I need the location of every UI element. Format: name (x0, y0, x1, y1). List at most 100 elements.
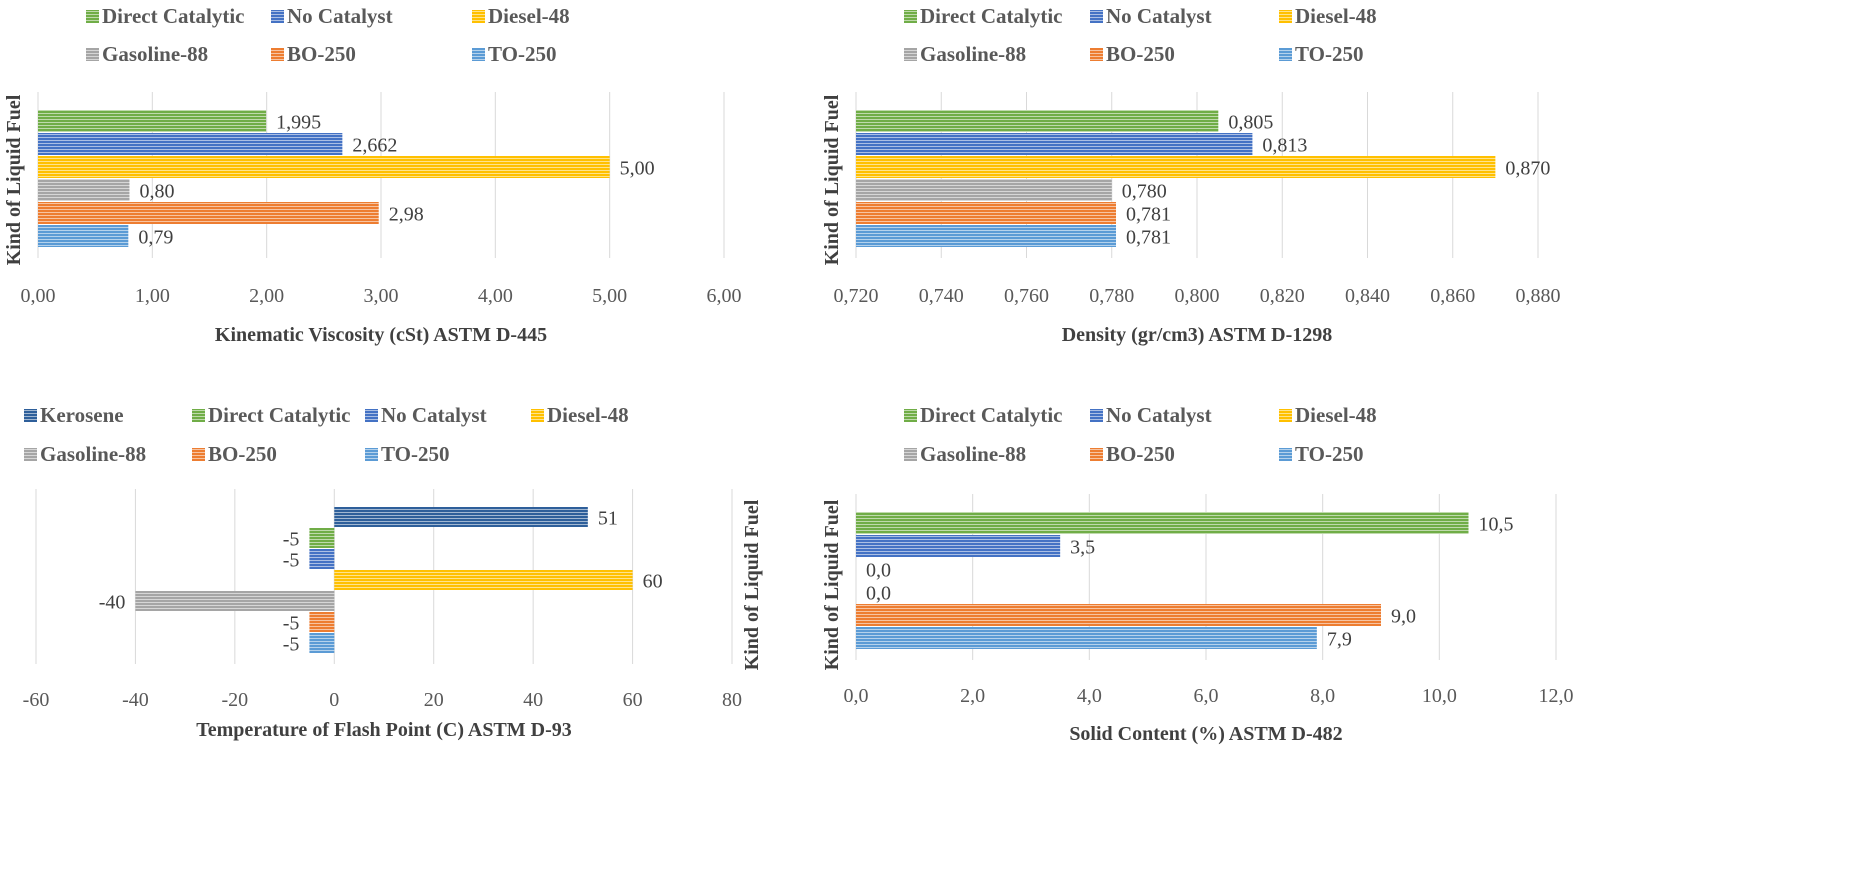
legend-item-bo-250: BO-250 (271, 42, 356, 66)
legend-label: BO-250 (1106, 442, 1175, 466)
legend-swatch (86, 48, 99, 61)
x-tick-label: 5,00 (592, 285, 627, 307)
legend-swatch (472, 48, 485, 61)
legend-label: TO-250 (1295, 442, 1363, 466)
y-axis-title: Kind of Liquid Fuel (741, 499, 763, 670)
legend-label: BO-250 (287, 42, 356, 66)
bar-diesel-48 (856, 156, 1496, 178)
legend-label: Gasoline-88 (102, 42, 208, 66)
legend-swatch (904, 48, 917, 61)
legend-swatch (1090, 448, 1103, 461)
bar-bo-250 (309, 612, 335, 632)
bar-diesel-48 (334, 570, 633, 590)
data-label-gasoline-88: 0,80 (139, 181, 174, 203)
bar-gasoline-88 (38, 179, 130, 201)
legend-label: Diesel-48 (1295, 4, 1377, 28)
data-label-diesel-48: 0,870 (1505, 158, 1550, 180)
x-axis-title: Solid Content (%) ASTM D-482 (1069, 723, 1342, 745)
panel-solid-content: 0,0 2,0 4,0 6,0 8,0 10,0 12,010,53,50,00,09,07… (821, 403, 1574, 745)
legend-label: TO-250 (488, 42, 556, 66)
x-tick-label: 80 (722, 689, 742, 711)
data-label-diesel-48: 60 (643, 571, 663, 593)
x-tick-label: 60 (623, 689, 643, 711)
bar-to-250 (38, 225, 129, 247)
x-tick-label: 0 (329, 689, 339, 711)
data-label-to-250: 0,79 (138, 227, 173, 249)
data-label-diesel-48: 0,0 (866, 560, 891, 582)
x-tick-label: 20 (424, 689, 444, 711)
x-tick-label: 0,760 (1004, 285, 1049, 307)
legend-item-to-250: TO-250 (1279, 42, 1363, 66)
x-tick-label: 0,780 (1089, 285, 1134, 307)
x-tick-label: 0,00 (21, 285, 56, 307)
legend-item-kerosene: Kerosene (24, 403, 124, 427)
bar-bo-250 (856, 202, 1117, 224)
legend-label: Gasoline-88 (920, 42, 1026, 66)
data-label-no-catalyst: 2,662 (352, 135, 397, 157)
y-axis-title: Kind of Liquid Fuel (821, 499, 843, 670)
bar-direct-catalytic (38, 110, 267, 132)
legend-swatch (271, 10, 284, 23)
x-tick-label: 1,00 (135, 285, 170, 307)
legend-label: Direct Catalytic (102, 4, 244, 28)
data-label-kerosene: 51 (598, 508, 618, 530)
data-label-bo-250: 0,781 (1126, 204, 1171, 226)
legend-swatch (24, 409, 37, 422)
x-tick-label: 2,00 (249, 285, 284, 307)
legend-swatch (1279, 448, 1292, 461)
x-tick-label: 40 (523, 689, 543, 711)
data-label-direct-catalytic: -5 (283, 529, 300, 551)
panel-flash-point: -60 -40 -20 0 20 40 60 8051-5-560-40-5-5Tempera… (23, 403, 763, 741)
legend-item-direct-catalytic: Direct Catalytic (192, 403, 350, 427)
bar-diesel-48 (38, 156, 610, 178)
legend-item-diesel-48: Diesel-48 (1279, 4, 1377, 28)
data-label-gasoline-88: -40 (99, 592, 126, 614)
legend-label: Direct Catalytic (920, 403, 1062, 427)
legend-item-bo-250: BO-250 (1090, 442, 1175, 466)
legend-item-gasoline-88: Gasoline-88 (904, 42, 1026, 66)
x-tick-label: 0,880 (1516, 285, 1561, 307)
legend-swatch (86, 10, 99, 23)
data-label-to-250: 0,781 (1126, 227, 1171, 249)
legend-swatch (531, 409, 544, 422)
data-label-diesel-48: 5,00 (620, 158, 655, 180)
legend-swatch (271, 48, 284, 61)
legend-label: Kerosene (40, 403, 124, 427)
x-tick-label: -60 (23, 689, 50, 711)
legend-item-direct-catalytic: Direct Catalytic (904, 403, 1062, 427)
legend-label: Direct Catalytic (208, 403, 350, 427)
x-tick-label: 0,0 (844, 685, 869, 707)
x-tick-label: 0,740 (919, 285, 964, 307)
x-tick-label: -20 (222, 689, 249, 711)
legend-item-to-250: TO-250 (472, 42, 556, 66)
data-label-to-250: 7,9 (1327, 629, 1352, 651)
legend-item-no-catalyst: No Catalyst (271, 4, 393, 28)
y-axis-title: Kind of Liquid Fuel (3, 94, 25, 265)
x-tick-label: 0,820 (1260, 285, 1305, 307)
data-label-direct-catalytic: 10,5 (1479, 514, 1514, 536)
legend-label: Diesel-48 (1295, 403, 1377, 427)
data-label-direct-catalytic: 1,995 (276, 112, 321, 134)
legend-swatch (904, 409, 917, 422)
legend-swatch (1090, 409, 1103, 422)
legend-item-gasoline-88: Gasoline-88 (86, 42, 208, 66)
data-label-no-catalyst: 3,5 (1070, 537, 1095, 559)
x-tick-label: 2,0 (960, 685, 985, 707)
x-axis-title: Temperature of Flash Point (C) ASTM D-93 (196, 719, 572, 741)
data-label-bo-250: 2,98 (389, 204, 424, 226)
x-axis-title: Kinematic Viscosity (cSt) ASTM D-445 (215, 324, 547, 346)
data-label-direct-catalytic: 0,805 (1228, 112, 1273, 134)
data-label-gasoline-88: 0,780 (1122, 181, 1167, 203)
bar-bo-250 (856, 604, 1381, 626)
legend-label: Gasoline-88 (920, 442, 1026, 466)
legend-label: BO-250 (208, 442, 277, 466)
legend-item-to-250: TO-250 (365, 442, 449, 466)
legend-item-gasoline-88: Gasoline-88 (904, 442, 1026, 466)
x-tick-label: 4,0 (1077, 685, 1102, 707)
x-tick-label: 0,860 (1430, 285, 1475, 307)
x-tick-label: 12,0 (1539, 685, 1574, 707)
x-tick-label: 3,00 (364, 285, 399, 307)
bar-bo-250 (38, 202, 379, 224)
bar-gasoline-88 (856, 179, 1112, 201)
